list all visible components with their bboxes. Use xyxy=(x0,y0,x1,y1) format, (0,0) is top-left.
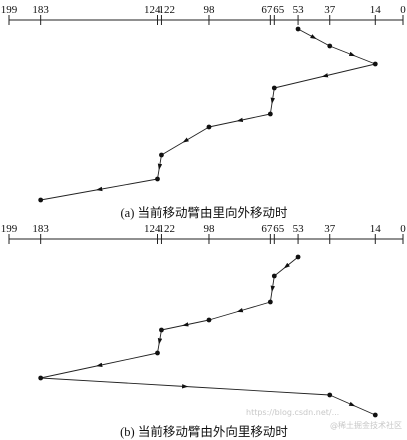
panel-b-caption: (b) 当前移动臂由外向里移动时 xyxy=(120,424,288,439)
request-node xyxy=(327,43,333,49)
axis-tick-label: 122 xyxy=(158,4,175,16)
request-node xyxy=(155,176,160,182)
request-node xyxy=(38,375,44,381)
head-move-segment xyxy=(329,45,376,65)
head-move-segment xyxy=(274,256,299,277)
axis-tick-label: 124 xyxy=(144,223,161,235)
request-node xyxy=(159,152,164,158)
axis-tick-label: 183 xyxy=(32,4,49,16)
request-node xyxy=(38,197,44,203)
head-move-segment xyxy=(161,126,210,156)
axis-tick-label: 53 xyxy=(293,4,305,16)
head-move-segment xyxy=(161,319,210,331)
axis-tick-label: 0 xyxy=(400,223,406,235)
request-node xyxy=(372,412,378,418)
request-node xyxy=(206,317,212,323)
axis-tick-label: 67 xyxy=(261,223,273,235)
head-move-segment xyxy=(40,352,158,379)
axis-tick-label: 14 xyxy=(370,223,382,235)
axis-tick-label: 183 xyxy=(32,223,49,235)
axis-tick-label: 199 xyxy=(1,223,18,235)
axis-tick-label: 98 xyxy=(203,223,215,235)
request-node xyxy=(206,124,212,130)
panel-b-head-path xyxy=(38,254,378,418)
axis-tick-label: 122 xyxy=(158,223,175,235)
axis-tick-label: 199 xyxy=(1,4,18,16)
request-node xyxy=(327,392,333,398)
head-move-segment xyxy=(157,329,163,354)
axis-tick-label: 98 xyxy=(203,4,215,16)
axis-tick-label: 124 xyxy=(144,4,161,16)
head-move-segment xyxy=(40,377,330,396)
request-node xyxy=(271,85,277,91)
axis-tick-label: 37 xyxy=(324,223,336,235)
head-move-segment xyxy=(157,154,163,180)
head-move-segment xyxy=(40,178,158,201)
axis-tick-label: 65 xyxy=(273,223,285,235)
axis-tick-label: 65 xyxy=(273,4,285,16)
request-node xyxy=(155,350,160,356)
axis-tick-label: 14 xyxy=(370,4,382,16)
request-node xyxy=(295,26,301,32)
request-node xyxy=(159,327,164,333)
axis-tick-label: 37 xyxy=(324,4,336,16)
axis-tick-label: 0 xyxy=(400,4,406,16)
head-move-segment xyxy=(329,394,376,416)
watermark-faint: https://blog.csdn.net/... xyxy=(246,408,339,417)
head-move-segment xyxy=(297,28,330,47)
request-node xyxy=(271,273,277,279)
request-node xyxy=(267,111,273,117)
panel-a-head-path xyxy=(38,26,378,203)
request-node xyxy=(267,299,273,305)
head-move-segment xyxy=(208,113,271,128)
panel-a-caption: (a) 当前移动臂由里向外移动时 xyxy=(121,205,288,220)
head-move-segment xyxy=(274,63,376,89)
axis-tick-label: 53 xyxy=(293,223,305,235)
head-move-segment xyxy=(269,275,275,303)
watermark: @稀土掘金技术社区 xyxy=(330,420,402,430)
head-move-segment xyxy=(208,301,271,321)
request-node xyxy=(372,61,378,67)
head-move-segment xyxy=(269,87,275,115)
request-node xyxy=(295,254,301,260)
axis-tick-label: 67 xyxy=(261,4,273,16)
